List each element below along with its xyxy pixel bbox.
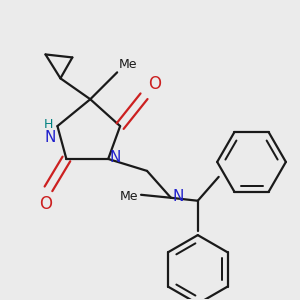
Text: H: H — [44, 118, 53, 131]
Text: Me: Me — [118, 58, 137, 71]
Text: N: N — [110, 150, 121, 165]
Text: N: N — [45, 130, 56, 145]
Text: N: N — [172, 189, 184, 204]
Text: O: O — [39, 195, 52, 213]
Text: O: O — [148, 75, 161, 93]
Text: Me: Me — [120, 190, 138, 203]
